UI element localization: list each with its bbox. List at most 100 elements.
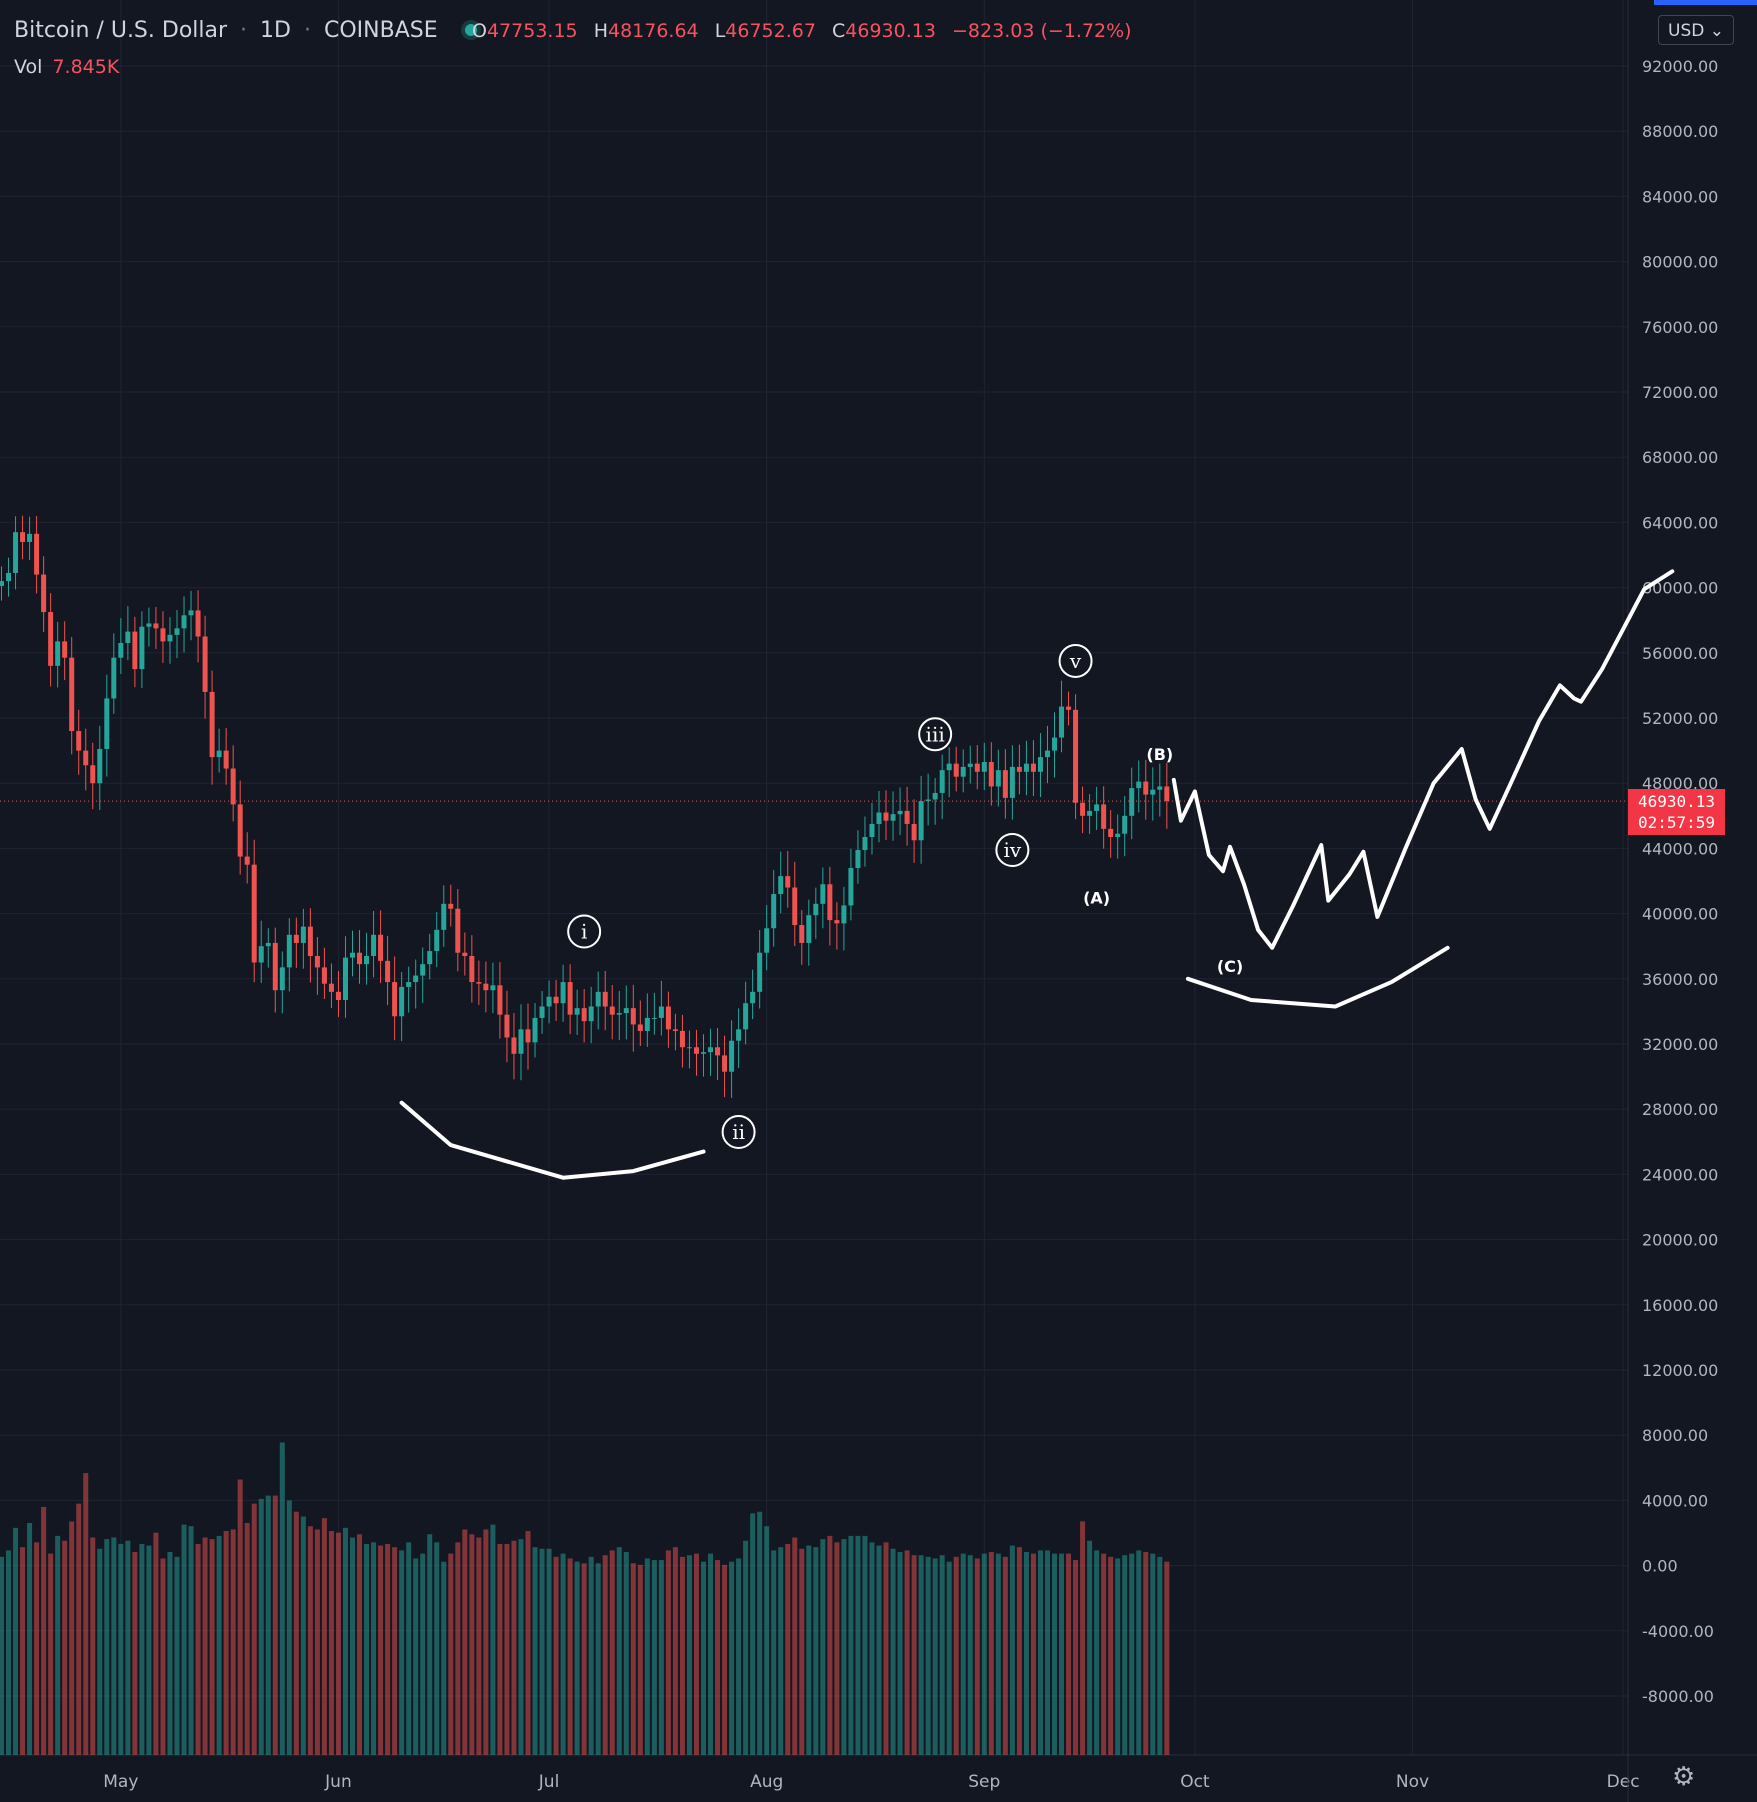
volume-bar <box>890 1548 896 1755</box>
price-tick-label: 8000.00 <box>1642 1426 1708 1445</box>
volume-bar <box>1016 1547 1022 1755</box>
candle-body <box>862 836 868 851</box>
volume-bar <box>546 1548 552 1755</box>
gear-icon[interactable]: ⚙ <box>1672 1762 1696 1792</box>
volume-bar <box>420 1553 426 1755</box>
separator: · <box>303 18 311 43</box>
candle-body <box>350 952 355 958</box>
volume-legend: Vol 7.845K <box>14 56 119 78</box>
volume-bar <box>139 1543 145 1755</box>
volume-bar <box>792 1537 798 1755</box>
candle-body <box>1129 788 1135 816</box>
volume-bar <box>293 1511 299 1755</box>
candle-body <box>146 623 152 627</box>
candle-body <box>335 991 341 1000</box>
candle-body <box>321 967 327 984</box>
wave-label-circle <box>721 1115 756 1150</box>
candle-body <box>960 766 966 777</box>
volume-bar <box>883 1542 889 1755</box>
volume-bar <box>553 1556 559 1755</box>
volume-bar <box>560 1553 566 1755</box>
volume-bar <box>567 1558 573 1755</box>
currency-button[interactable]: USD ⌄ <box>1658 15 1734 45</box>
volume-bar <box>897 1552 903 1755</box>
interval-label[interactable]: 1D <box>260 18 291 43</box>
volume-bar <box>1122 1555 1128 1755</box>
candle-body <box>1164 786 1170 802</box>
high-label: H <box>593 20 608 42</box>
candle-body <box>265 942 271 947</box>
candle-body <box>1030 763 1036 772</box>
candle-body <box>876 812 882 824</box>
price-tick-label: 92000.00 <box>1642 57 1718 76</box>
candle-body <box>869 823 875 837</box>
candle-body <box>153 623 159 629</box>
volume-bar <box>202 1537 208 1755</box>
volume-bar <box>778 1547 784 1755</box>
volume-value: 7.845K <box>52 56 120 78</box>
candle-body <box>69 657 75 732</box>
volume-bar <box>174 1556 180 1755</box>
candle-body <box>399 986 405 1017</box>
candle-body <box>125 631 131 644</box>
candle-body <box>76 731 82 751</box>
candle-body <box>83 750 89 766</box>
price-tick-label: -8000.00 <box>1642 1687 1714 1706</box>
volume-bar <box>399 1550 405 1755</box>
symbol-name[interactable]: Bitcoin / U.S. Dollar <box>14 18 228 43</box>
volume-bar <box>504 1543 510 1755</box>
candle-body <box>708 1047 714 1053</box>
volume-bar <box>0 1556 4 1755</box>
candle-body <box>757 952 763 992</box>
volume-bar <box>708 1553 714 1755</box>
volume-bar <box>918 1555 924 1755</box>
volume-bar <box>925 1556 931 1755</box>
change-value: −823.03 (−1.72%) <box>952 20 1132 42</box>
candle-body <box>0 581 4 586</box>
volume-bar <box>855 1535 861 1755</box>
volume-bar <box>378 1545 384 1755</box>
candle-body <box>427 951 433 965</box>
time-tick-label: Sep <box>968 1772 1000 1792</box>
candle-body <box>581 1008 587 1022</box>
volume-bar <box>1094 1550 1100 1755</box>
volume-bar <box>406 1542 412 1755</box>
candle-body <box>223 750 229 769</box>
candle-body <box>953 763 959 777</box>
volume-bar <box>911 1555 917 1755</box>
volume-bar <box>848 1535 854 1755</box>
candle-body <box>6 572 12 582</box>
volume-bar <box>1037 1550 1043 1755</box>
candle-body <box>342 957 348 1000</box>
candle-body <box>532 1017 538 1043</box>
candle-body <box>1094 804 1100 811</box>
candle-body <box>567 982 573 1015</box>
volume-bar <box>1052 1553 1057 1755</box>
volume-bar <box>525 1531 531 1755</box>
volume-bar <box>335 1532 341 1755</box>
candle-body <box>539 1006 545 1018</box>
candle-body <box>1150 789 1156 795</box>
candle-body <box>490 985 496 991</box>
wave-label: (B) <box>1146 745 1173 764</box>
candle-body <box>1087 810 1093 816</box>
volume-bar <box>743 1540 749 1755</box>
volume-bar <box>13 1527 19 1755</box>
wave-label: i <box>581 920 587 944</box>
volume-bar <box>820 1539 826 1755</box>
volume-bar <box>841 1539 847 1755</box>
candle-body <box>392 982 398 1017</box>
candle-body <box>90 765 96 784</box>
volume-bar <box>314 1529 320 1755</box>
candle-body <box>988 762 994 787</box>
projection-path <box>1171 569 1675 950</box>
time-tick-label: May <box>103 1772 138 1792</box>
market-open-dot-icon <box>464 23 477 36</box>
volume-bar <box>48 1553 54 1755</box>
volume-bar <box>90 1537 96 1755</box>
candle-body <box>378 934 384 961</box>
volume-bar <box>69 1521 75 1755</box>
price-tick-label: 44000.00 <box>1642 839 1718 858</box>
